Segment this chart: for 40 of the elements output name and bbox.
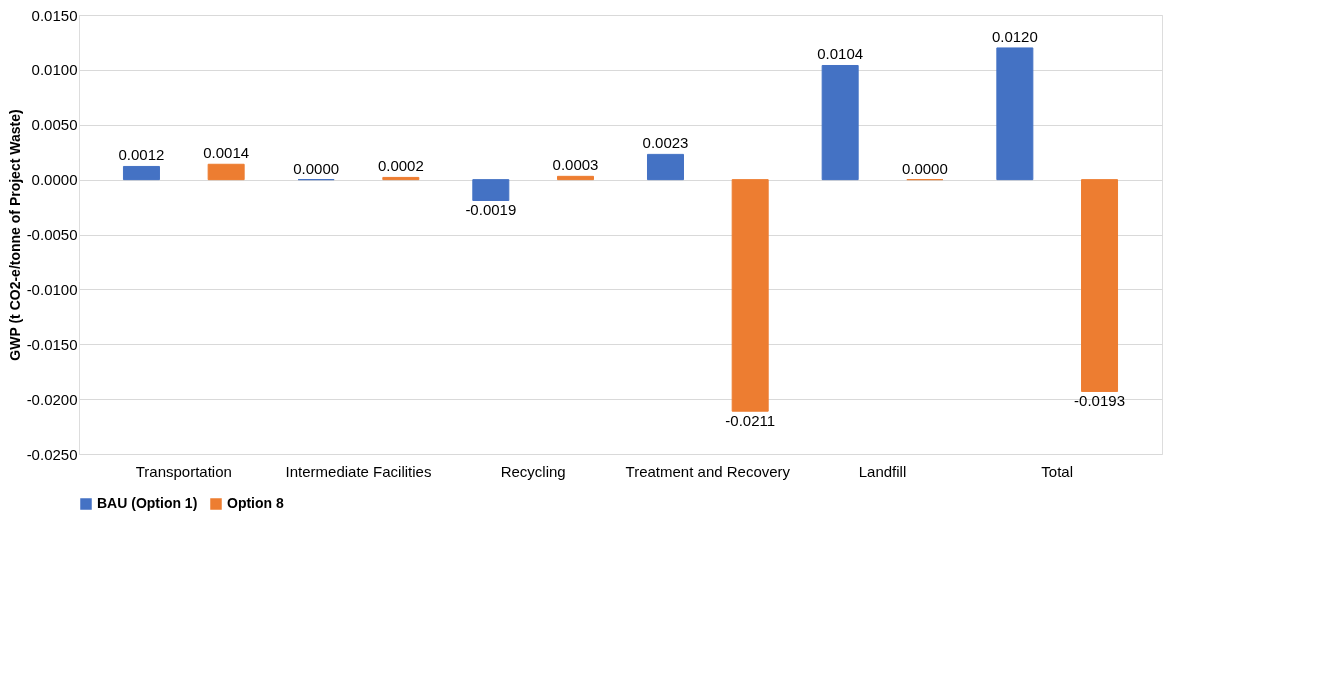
- data-label: -0.0193: [1074, 392, 1125, 410]
- data-label: -0.0211: [725, 412, 776, 430]
- data-label: 0.0014: [203, 144, 250, 162]
- x-tick-label: Total: [1041, 462, 1074, 480]
- bar: [557, 175, 595, 181]
- legend-label: BAU (Option 1): [97, 495, 198, 511]
- y-tick-label: -0.0100: [26, 280, 78, 298]
- bar: [122, 165, 160, 181]
- data-label: 0.0104: [817, 45, 864, 63]
- data-label: 0.0002: [377, 157, 424, 175]
- y-tick-label: 0.0100: [31, 61, 78, 79]
- y-tick-label: 0.0000: [31, 171, 78, 189]
- bar: [821, 64, 859, 181]
- bar: [382, 176, 420, 181]
- y-tick-label: -0.0200: [26, 390, 78, 408]
- y-tick-label: -0.0250: [26, 445, 78, 463]
- y-tick-label: -0.0150: [26, 335, 78, 353]
- x-tick-label: Transportation: [135, 462, 232, 480]
- data-label: 0.0000: [293, 159, 340, 177]
- bar: [472, 179, 510, 201]
- y-tick-label: 0.0150: [31, 6, 78, 24]
- bar: [996, 47, 1034, 181]
- x-tick-label: Intermediate Facilities: [285, 462, 432, 480]
- legend-label: Option 8: [227, 495, 284, 511]
- bar: [731, 179, 769, 412]
- data-label: 0.0023: [642, 134, 689, 152]
- y-axis-title: GWP (t CO2-e/tonne of Project Waste): [6, 109, 23, 361]
- y-tick-label: -0.0050: [26, 226, 78, 243]
- x-tick-label: Recycling: [500, 462, 566, 480]
- data-label: 0.0003: [552, 156, 599, 174]
- x-tick-label: Treatment and Recovery: [625, 462, 791, 480]
- data-label: 0.0012: [118, 146, 165, 164]
- bar: [207, 163, 245, 181]
- bar: [646, 153, 684, 181]
- data-label: 0.0000: [901, 159, 948, 177]
- data-label: -0.0019: [465, 201, 517, 219]
- y-tick-label: 0.0050: [31, 116, 78, 134]
- data-label: 0.0120: [991, 27, 1038, 45]
- x-tick-label: Landfill: [858, 462, 907, 480]
- bar: [1081, 179, 1119, 392]
